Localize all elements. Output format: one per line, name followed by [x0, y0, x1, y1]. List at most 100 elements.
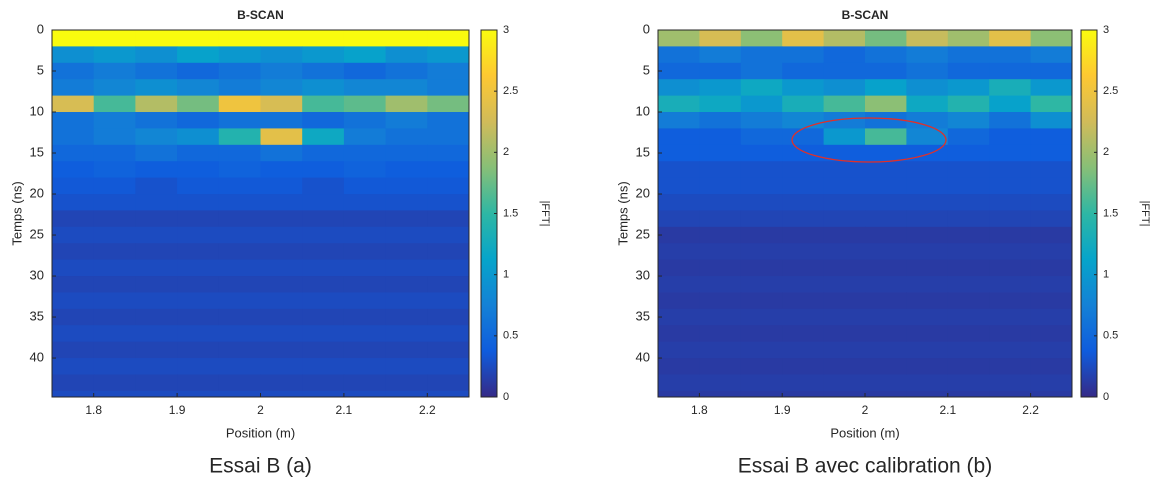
heatmap-cell	[906, 374, 949, 392]
heatmap-cell	[385, 374, 428, 392]
heatmap-cell	[782, 358, 825, 375]
heatmap-cell	[427, 325, 469, 343]
heatmap-cell	[906, 128, 949, 146]
heatmap-cell	[906, 194, 949, 211]
heatmap-cell	[906, 292, 949, 310]
heatmap-cell	[906, 62, 949, 80]
heatmap-cell	[906, 259, 949, 277]
heatmap-cell	[658, 161, 700, 179]
heatmap-cell	[865, 128, 907, 146]
heatmap-cell	[699, 144, 742, 162]
heatmap-cell	[989, 341, 1032, 359]
highlight-ellipse	[791, 117, 947, 163]
heatmap-cell	[1030, 259, 1072, 277]
heatmap-cell	[93, 177, 136, 195]
heatmap-cell	[177, 30, 220, 47]
heatmap-cell	[343, 308, 387, 326]
heatmap-cell	[865, 46, 907, 64]
heatmap-cell	[260, 390, 303, 397]
heatmap-cell	[135, 210, 178, 228]
heatmap-cell	[385, 243, 428, 261]
heatmap-cell	[93, 161, 136, 179]
heatmap-cell	[823, 46, 866, 64]
heatmap-cell	[699, 210, 742, 228]
heatmap-cell	[52, 194, 95, 211]
heatmap-cell	[699, 276, 742, 293]
heatmap-cell	[52, 46, 95, 64]
heatmap-cell	[823, 308, 866, 326]
heatmap-cell	[906, 358, 949, 375]
heatmap-cell	[52, 128, 95, 146]
heatmap-cell	[385, 259, 428, 277]
heatmap-cell	[699, 161, 742, 179]
heatmap-cell	[699, 243, 742, 261]
heatmap-cell	[135, 62, 178, 80]
heatmap-cell	[865, 325, 907, 343]
y-tick-label: 10	[636, 103, 650, 118]
heatmap-cell	[260, 374, 303, 392]
heatmap-cell	[385, 358, 428, 375]
heatmap-cell	[218, 308, 261, 326]
heatmap-cell	[385, 292, 428, 310]
heatmap-cell	[343, 177, 387, 195]
chart-title: B-SCAN	[237, 8, 284, 22]
heatmap-cell	[906, 79, 949, 97]
heatmap-cell	[93, 62, 136, 80]
x-tick-label: 2.2	[419, 403, 436, 417]
heatmap-cell	[947, 95, 990, 113]
heatmap-cell	[823, 128, 866, 146]
heatmap-cell	[906, 325, 949, 343]
heatmap-cell	[865, 276, 907, 293]
heatmap-cell	[177, 177, 220, 195]
heatmap-cell	[52, 30, 95, 47]
heatmap-cell	[947, 358, 990, 375]
heatmap-cell	[427, 243, 469, 261]
heatmap-cell	[658, 62, 700, 80]
heatmap-cell	[260, 46, 303, 64]
heatmap-cell	[658, 177, 700, 195]
heatmap-cell	[782, 259, 825, 277]
heatmap-cell	[93, 358, 136, 375]
heatmap-cell	[782, 161, 825, 179]
heatmap-cell	[658, 210, 700, 228]
heatmap-cell	[906, 226, 949, 244]
heatmap-cell	[1030, 112, 1072, 129]
heatmap-cell	[740, 226, 783, 244]
heatmap-cell	[385, 79, 428, 97]
heatmap-cell	[989, 390, 1032, 397]
heatmap-cell	[302, 79, 345, 97]
y-tick-label: 15	[30, 144, 44, 159]
heatmap-cell	[906, 112, 949, 129]
heatmap-cell	[135, 194, 178, 211]
heatmap-cell	[699, 194, 742, 211]
heatmap-cell	[865, 308, 907, 326]
heatmap-cell	[989, 276, 1032, 293]
heatmap-cell	[260, 259, 303, 277]
heatmap-cell	[947, 144, 990, 162]
chart-title: B-SCAN	[842, 8, 889, 22]
x-axis-label: Position (m)	[830, 425, 899, 440]
colorbar-tick-label: 1.5	[1103, 207, 1118, 219]
heatmap-cell	[947, 390, 990, 397]
heatmap-cell	[989, 243, 1032, 261]
heatmap-cell	[93, 308, 136, 326]
heatmap-cell	[740, 161, 783, 179]
heatmap-cell	[1030, 161, 1072, 179]
heatmap-cell	[93, 259, 136, 277]
heatmap-cell	[989, 177, 1032, 195]
heatmap-cell	[218, 62, 261, 80]
heatmap-cell	[302, 30, 345, 47]
heatmap-cell	[658, 374, 700, 392]
heatmap-cell	[343, 341, 387, 359]
heatmap-cell	[93, 276, 136, 293]
heatmap-cell	[658, 112, 700, 129]
heatmap-cell	[52, 292, 95, 310]
heatmap-cell	[865, 292, 907, 310]
colorbar-tick-label: 1	[503, 269, 509, 281]
heatmap-cell	[260, 276, 303, 293]
heatmap-cell	[385, 177, 428, 195]
heatmap-cell	[385, 128, 428, 146]
heatmap-cell	[93, 341, 136, 359]
heatmap-cell	[385, 46, 428, 64]
heatmap-cell	[1030, 79, 1072, 97]
